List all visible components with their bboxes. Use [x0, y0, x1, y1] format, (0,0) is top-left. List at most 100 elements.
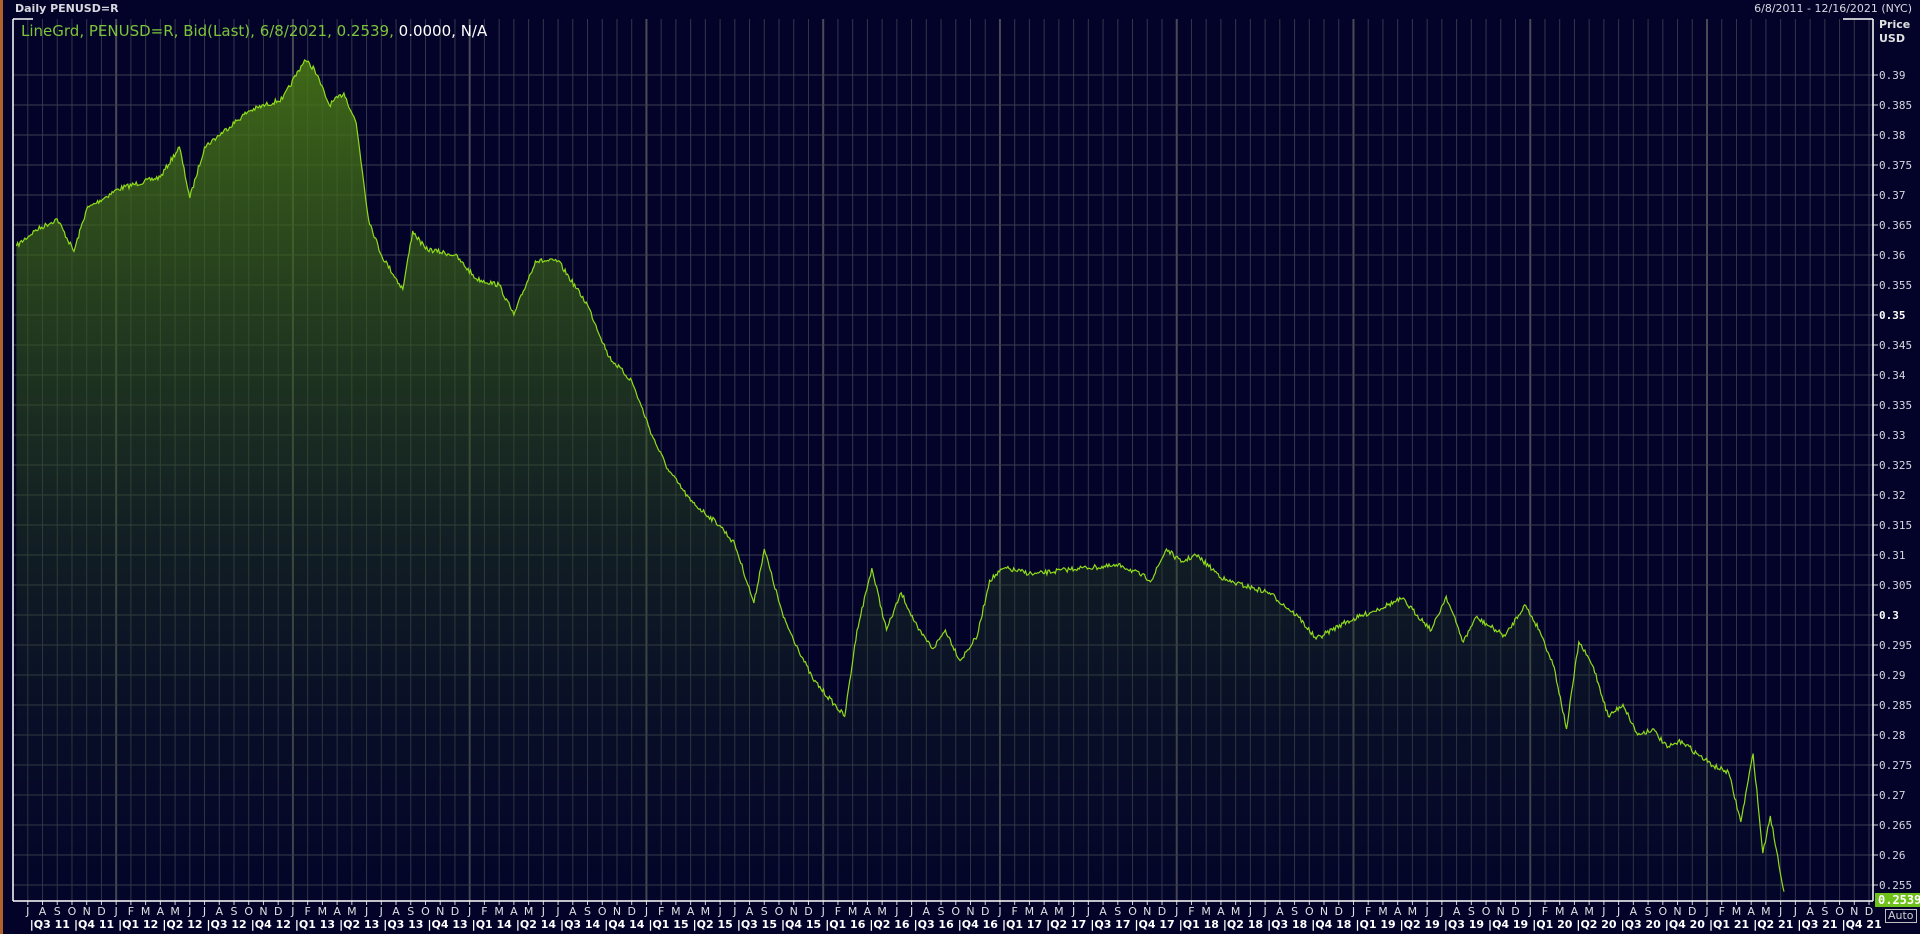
y-axis-header: Price USD: [1879, 18, 1910, 46]
month-label: M: [701, 905, 711, 918]
month-label: A: [923, 905, 931, 918]
price-tick-label: 0.355: [1879, 279, 1912, 292]
quarter-label: |Q1 19: [1355, 918, 1395, 931]
month-label: A: [1040, 905, 1048, 918]
unit-label: USD: [1879, 32, 1905, 45]
month-label: A: [1571, 905, 1579, 918]
chart-title: Daily PENUSD=R: [15, 2, 119, 15]
quarter-label: |Q3 18: [1267, 918, 1307, 931]
month-label: A: [1806, 905, 1814, 918]
price-tick-label: 0.38: [1879, 129, 1906, 142]
month-label: J: [997, 905, 1001, 918]
month-label: M: [1584, 905, 1594, 918]
month-label: J: [467, 905, 471, 918]
price-tick-label: 0.35: [1879, 309, 1906, 322]
month-label: M: [877, 905, 887, 918]
month-label: A: [864, 905, 872, 918]
month-label: J: [1439, 905, 1443, 918]
month-label: J: [1704, 905, 1708, 918]
month-label: J: [1071, 905, 1075, 918]
chart-legend: LineGrd, PENUSD=R, Bid(Last), 6/8/2021, …: [21, 22, 488, 40]
date-range[interactable]: 6/8/2011 - 12/16/2021 (NYC): [1754, 2, 1912, 15]
month-label: A: [392, 905, 400, 918]
month-label: S: [1821, 905, 1828, 918]
legend-pct: N/A: [460, 22, 488, 40]
month-label: F: [1012, 905, 1018, 918]
month-label: D: [97, 905, 105, 918]
quarter-label: |Q2 20: [1576, 918, 1617, 931]
month-label: M: [1555, 905, 1565, 918]
month-label: J: [202, 905, 206, 918]
month-label: J: [1248, 905, 1252, 918]
month-label: O: [68, 905, 77, 918]
month-label: M: [494, 905, 504, 918]
month-label: S: [231, 905, 238, 918]
quarter-label: |Q3 11: [30, 918, 70, 931]
month-label: S: [1291, 905, 1298, 918]
month-label: M: [1761, 905, 1771, 918]
month-label: A: [510, 905, 518, 918]
month-label: J: [1601, 905, 1605, 918]
quarter-label: |Q4 16: [958, 918, 999, 931]
month-label: J: [732, 905, 736, 918]
month-label: F: [304, 905, 310, 918]
quarter-label: |Q2 12: [162, 918, 202, 931]
quarter-label: |Q1 14: [472, 918, 513, 931]
month-label: J: [1793, 905, 1797, 918]
month-label: N: [1143, 905, 1151, 918]
price-tick-label: 0.39: [1879, 69, 1906, 82]
month-label: N: [1320, 905, 1328, 918]
legend-ric: PENUSD=R: [88, 22, 174, 40]
month-label: D: [627, 905, 635, 918]
quarter-label: |Q1 17: [1002, 918, 1042, 931]
price-tick-label: 0.265: [1879, 819, 1912, 832]
quarter-label: |Q3 17: [1090, 918, 1130, 931]
month-label: A: [569, 905, 577, 918]
month-label: N: [83, 905, 91, 918]
month-label: O: [1305, 905, 1314, 918]
quarter-label: |Q4 20: [1665, 918, 1706, 931]
price-chart[interactable]: J|Q3 11A S O|Q4 11N D J|Q1 12F M A|Q2 12M J J|Q3…: [3, 0, 1920, 934]
quarter-label: |Q3 21: [1797, 918, 1837, 931]
quarter-label: |Q3 13: [383, 918, 423, 931]
month-label: A: [1099, 905, 1107, 918]
quarter-label: |Q1 18: [1179, 918, 1219, 931]
month-label: A: [1276, 905, 1284, 918]
quarter-label: |Q3 15: [737, 918, 777, 931]
month-label: M: [1732, 905, 1742, 918]
month-label: S: [407, 905, 414, 918]
month-label: N: [259, 905, 267, 918]
month-label: N: [1673, 905, 1681, 918]
month-label: A: [1217, 905, 1225, 918]
quarter-label: |Q2 13: [339, 918, 379, 931]
legend-value: 0.2539: [336, 22, 390, 40]
month-label: M: [1378, 905, 1388, 918]
month-label: D: [1511, 905, 1519, 918]
month-label: N: [1850, 905, 1858, 918]
month-label: F: [1188, 905, 1194, 918]
quarter-label: |Q1 21: [1709, 918, 1749, 931]
price-tick-label: 0.34: [1879, 369, 1906, 382]
month-label: A: [1453, 905, 1461, 918]
month-label: J: [717, 905, 721, 918]
month-label: S: [938, 905, 945, 918]
month-label: A: [1394, 905, 1402, 918]
month-label: J: [894, 905, 898, 918]
month-label: S: [1468, 905, 1475, 918]
price-tick-label: 0.32: [1879, 489, 1906, 502]
month-label: J: [187, 905, 191, 918]
month-label: J: [1262, 905, 1266, 918]
month-label: M: [347, 905, 357, 918]
month-label: D: [1688, 905, 1696, 918]
month-label: D: [981, 905, 989, 918]
quarter-label: |Q2 14: [516, 918, 557, 931]
month-label: M: [524, 905, 534, 918]
month-label: A: [746, 905, 754, 918]
price-tick-label: 0.385: [1879, 99, 1912, 112]
month-label: M: [1025, 905, 1035, 918]
month-label: F: [1542, 905, 1548, 918]
price-tick-label: 0.295: [1879, 639, 1912, 652]
quarter-label: |Q1 15: [648, 918, 688, 931]
auto-scale-button[interactable]: Auto: [1885, 909, 1917, 923]
